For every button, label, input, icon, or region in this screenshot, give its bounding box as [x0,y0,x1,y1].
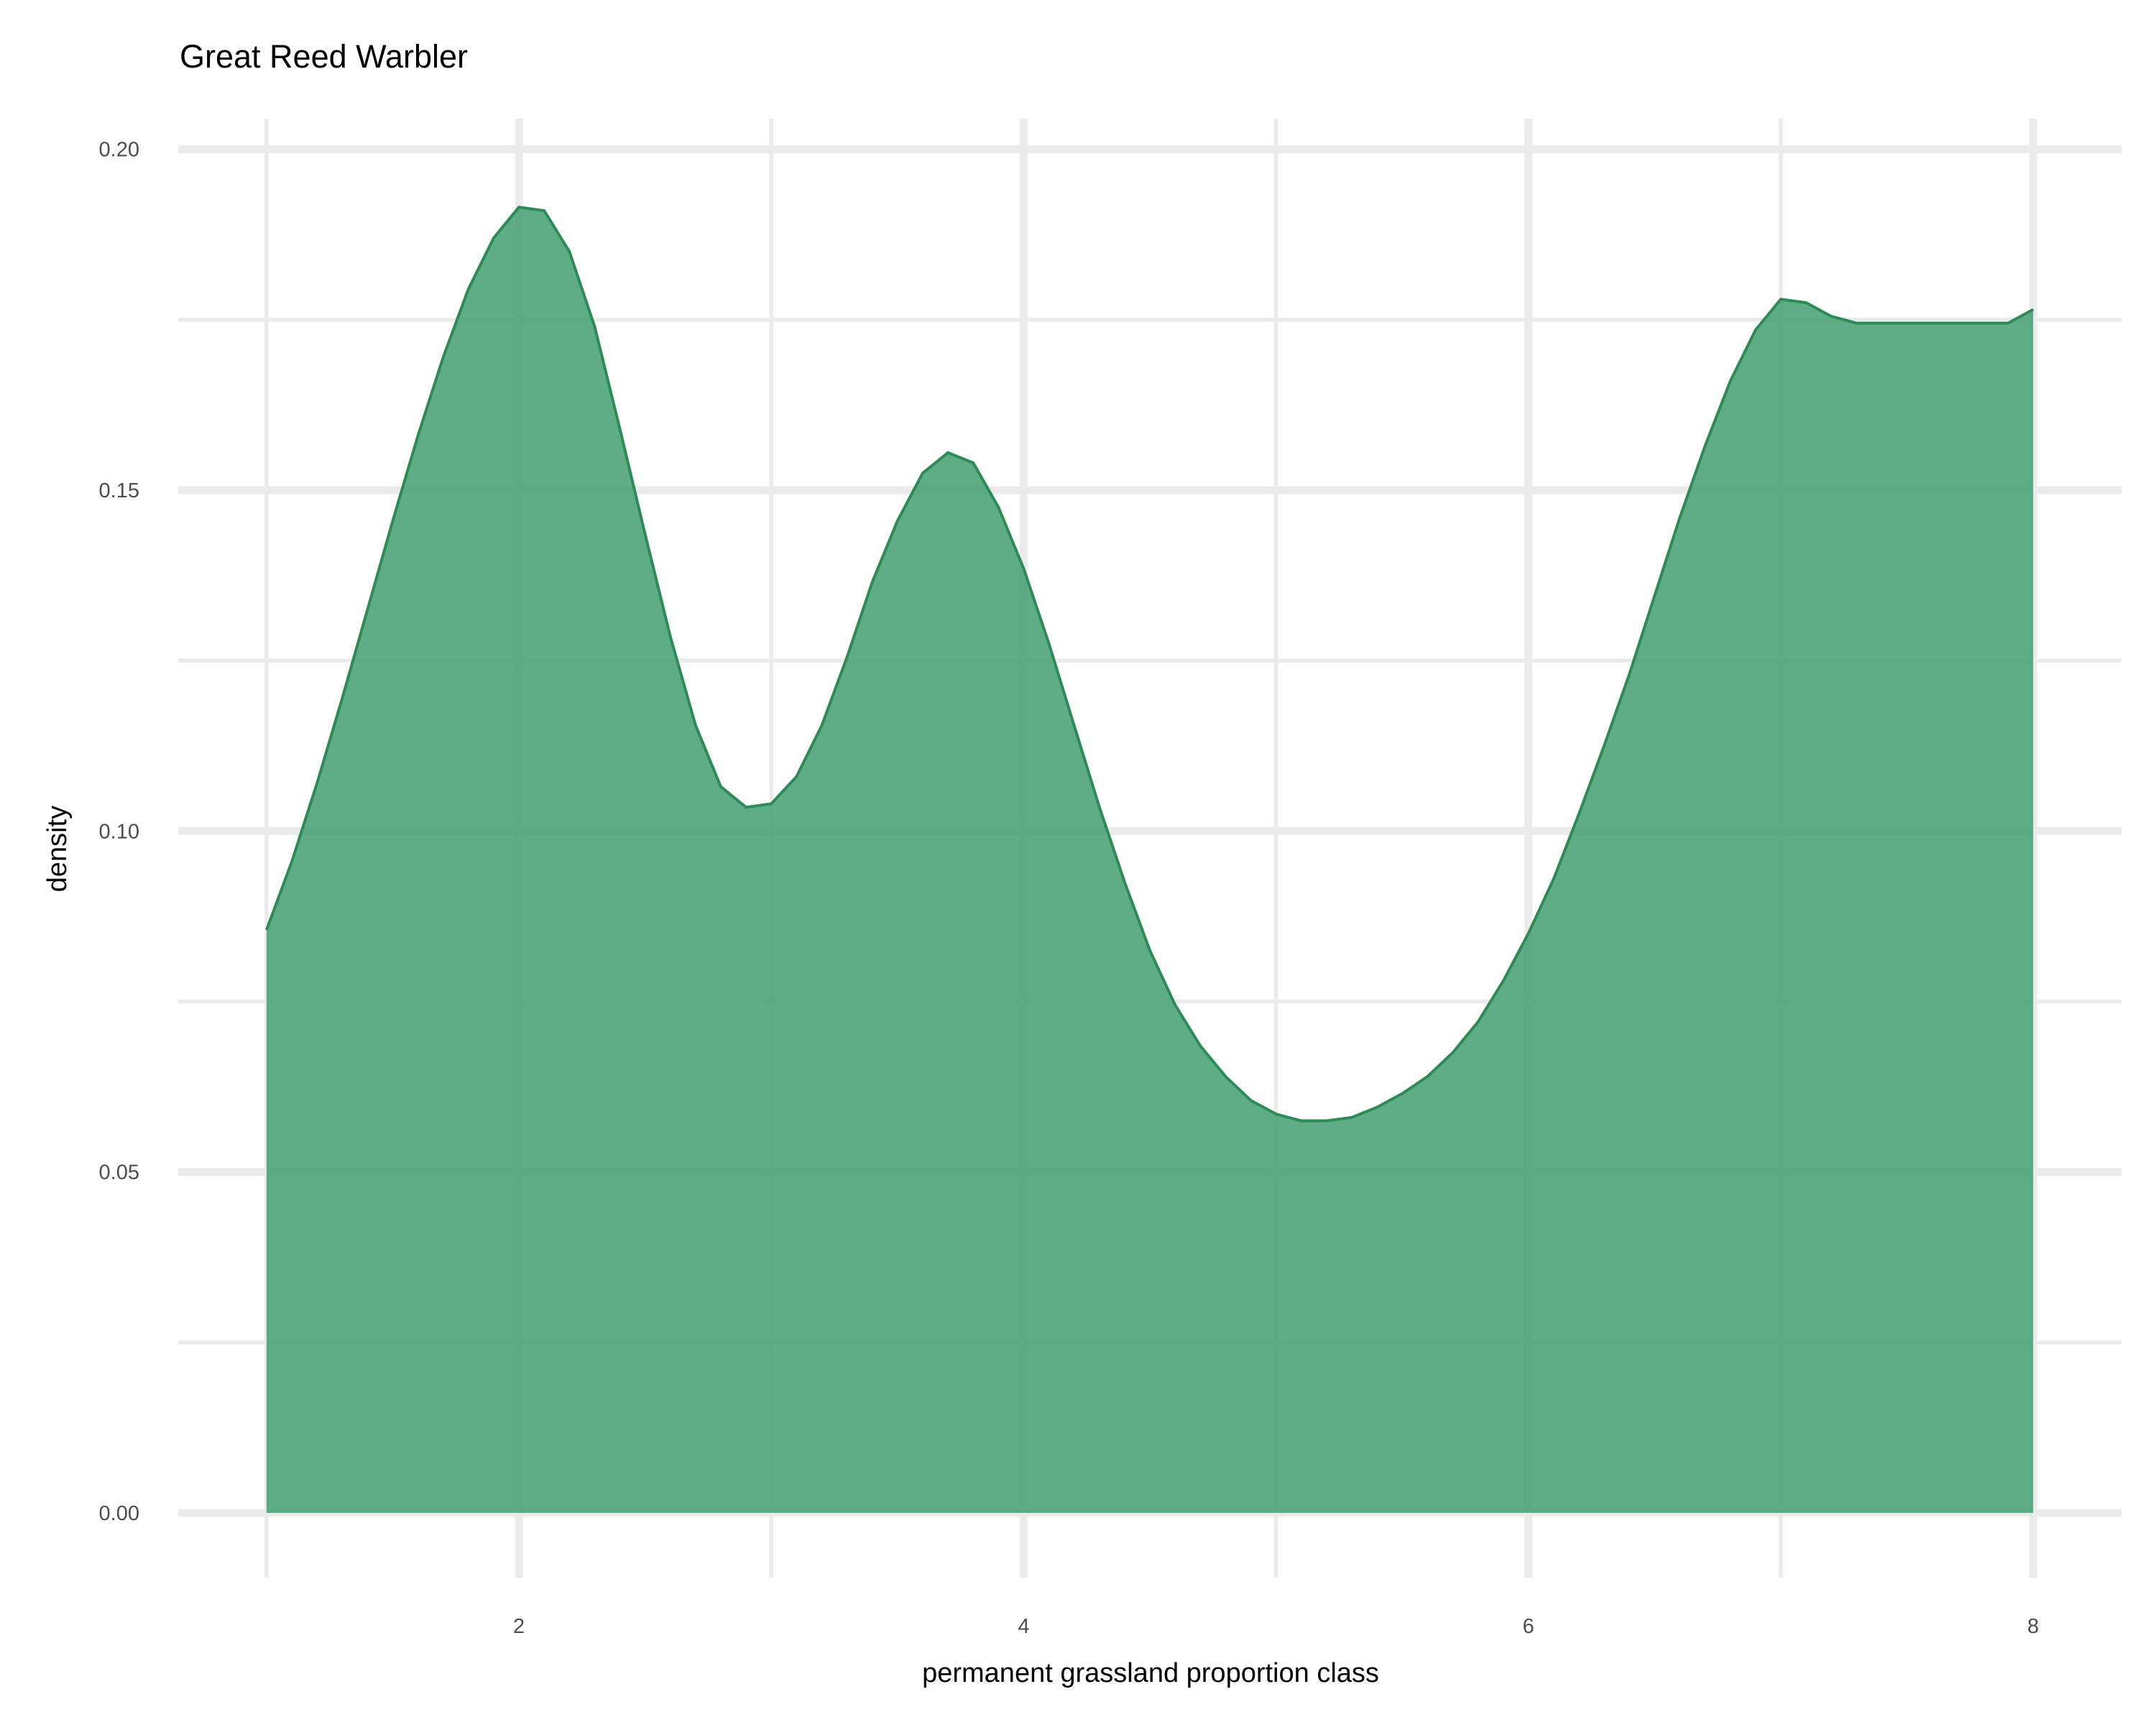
y-tick-label: 0.05 [99,1162,139,1184]
y-axis-title: density [42,806,73,892]
x-tick-label: 2 [513,1615,525,1638]
y-tick-label: 0.15 [99,479,139,502]
density-outline [265,206,2035,1123]
y-tick-label: 0.20 [99,139,139,162]
chart-title: Great Reed Warbler [180,38,468,75]
x-tick-label: 4 [1018,1615,1029,1638]
y-tick-label: 0.00 [99,1502,139,1525]
x-axis-title: permanent grassland proportion class [922,1658,1379,1688]
y-tick-label: 0.10 [99,820,139,843]
density-area [266,207,2034,1513]
x-tick-label: 8 [2027,1615,2039,1638]
x-tick-label: 6 [1523,1615,1534,1638]
y-axis-ticks: 0.00 0.05 0.10 0.15 0.20 [99,139,139,1525]
x-axis-ticks: 2 4 6 8 [513,1615,2039,1638]
